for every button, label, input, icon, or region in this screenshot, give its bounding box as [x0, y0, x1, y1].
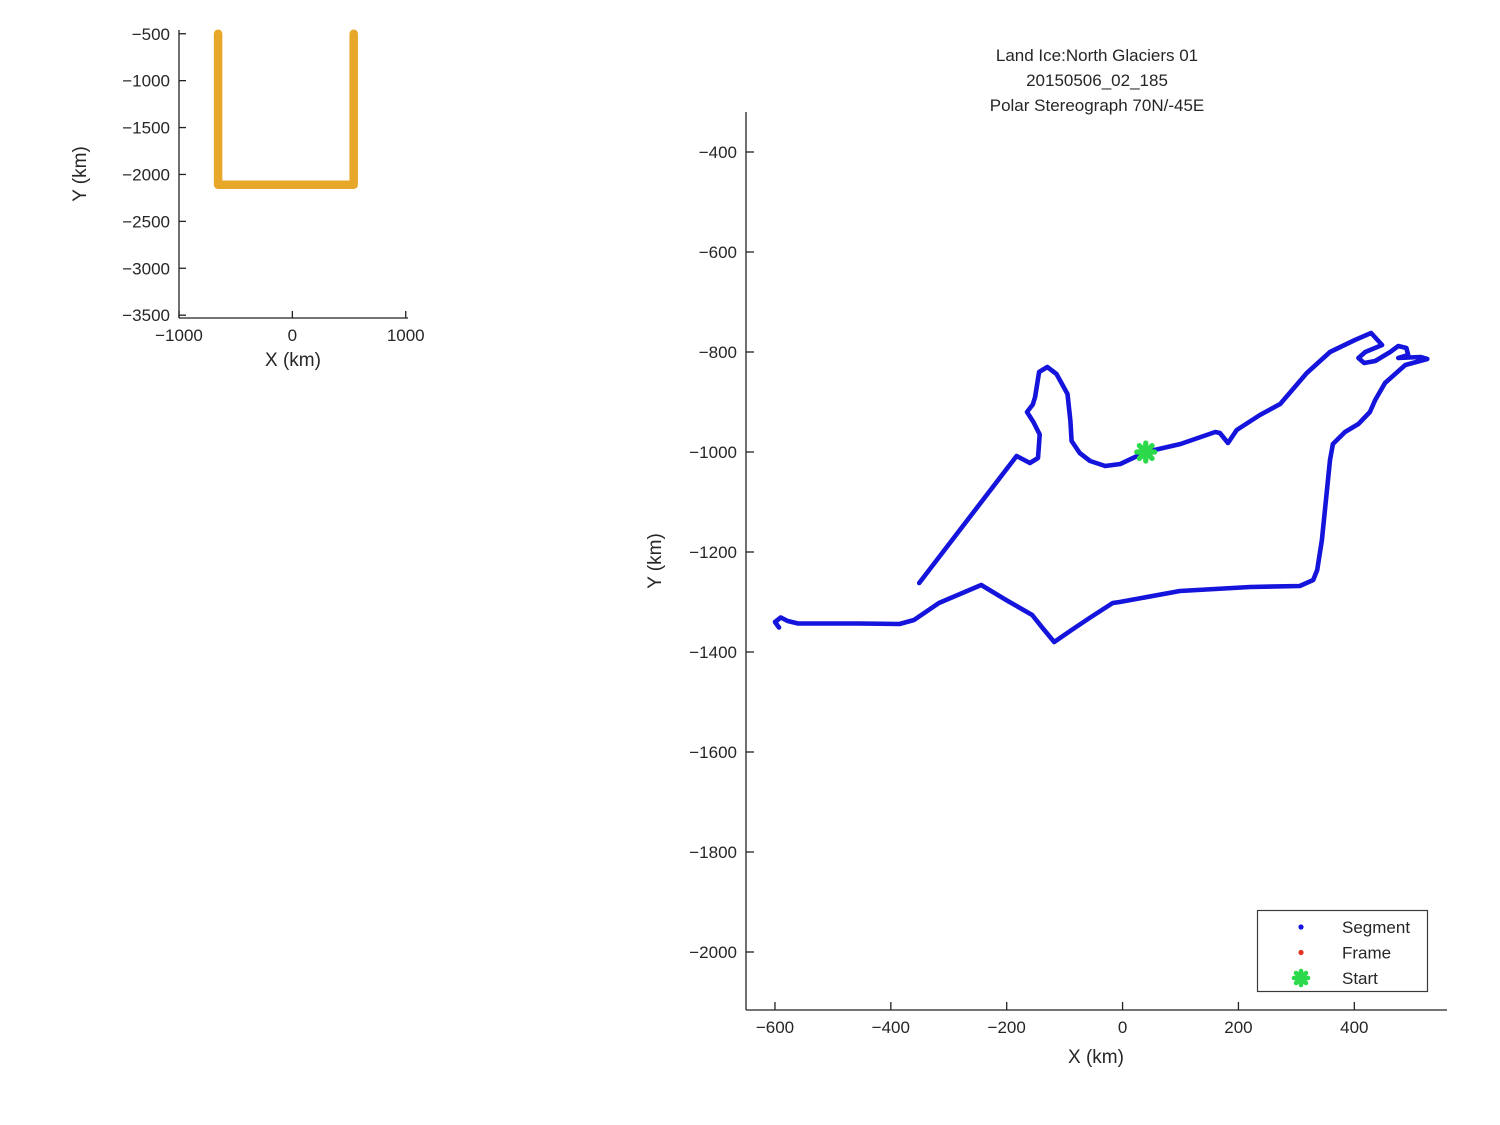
- x-tick-label: 200: [1224, 1018, 1252, 1037]
- legend-marker-segment: [1298, 924, 1304, 930]
- x-tick-label: 1000: [387, 326, 425, 345]
- y-tick-label: −2000: [689, 943, 737, 962]
- y-tick-label: −3000: [122, 259, 170, 278]
- x-tick-label: 0: [1118, 1018, 1127, 1037]
- y-tick-label: −2500: [122, 212, 170, 231]
- y-tick-label: −400: [699, 143, 737, 162]
- y-tick-label: −600: [699, 243, 737, 262]
- legend-label-segment: Segment: [1342, 918, 1410, 937]
- overview-track-planned-track: [213, 29, 358, 190]
- x-tick-label: −1000: [155, 326, 203, 345]
- y-tick-label: −3500: [122, 306, 170, 325]
- start-marker: [1134, 440, 1158, 464]
- y-axis-label: Y (km): [70, 146, 91, 202]
- legend: Segment Frame Start: [1256, 909, 1429, 993]
- y-tick-label: −800: [699, 343, 737, 362]
- legend-marker-start-arm: [1293, 970, 1309, 986]
- x-axis-label: X (km): [265, 350, 321, 371]
- overview-axes: [178, 30, 408, 319]
- legend-label-frame: Frame: [1342, 944, 1391, 963]
- x-tick-label: −600: [756, 1018, 794, 1037]
- main-track-segment: [772, 330, 1430, 645]
- y-tick-label: −500: [132, 25, 170, 44]
- overview-y-axis: −500 −1000 −1500 −2000 −2500 −3000 −3500: [122, 25, 186, 325]
- legend-label-start: Start: [1342, 969, 1378, 988]
- main-axes: [745, 112, 1447, 1011]
- y-tick-label: −2000: [122, 165, 170, 184]
- overview-plot: −1000 0 1000−500−1000−1500−2000−2500−3000−…: [70, 25, 425, 371]
- x-tick-label: 0: [288, 326, 297, 345]
- y-axis-label: Y (km): [645, 533, 666, 589]
- main-x-axis: −600 −400 −200 0 200 400: [756, 1002, 1368, 1037]
- x-tick-label: −200: [988, 1018, 1026, 1037]
- legend-marker-start: [1291, 968, 1311, 988]
- x-axis-label: X (km): [1068, 1047, 1124, 1068]
- y-tick-label: −1500: [122, 119, 170, 138]
- y-tick-label: −1000: [689, 443, 737, 462]
- x-tick-label: 400: [1340, 1018, 1368, 1037]
- overview-x-axis: −1000 0 1000: [155, 311, 425, 345]
- plot-title: Land Ice:North Glaciers 01 20150506_02_18…: [990, 46, 1205, 115]
- legend-marker-frame: [1298, 949, 1304, 956]
- y-tick-label: −1400: [689, 643, 737, 662]
- main-plot: −600 −400 −200 0 200 400−400−600−800−1000−120…: [645, 46, 1447, 1068]
- y-tick-label: −1000: [122, 72, 170, 91]
- plot-title-line: 20150506_02_185: [1026, 71, 1168, 90]
- y-tick-label: −1600: [689, 743, 737, 762]
- x-tick-label: −400: [872, 1018, 910, 1037]
- main-y-axis: −400 −600 −800 −1000 −1200 −1400 −1600 −1800 −20…: [689, 143, 754, 962]
- y-tick-label: −1800: [689, 843, 737, 862]
- legend-box: [1256, 909, 1429, 993]
- start-marker-arm: [1136, 443, 1155, 461]
- y-tick-label: −1200: [689, 543, 737, 562]
- plot-title-line: Polar Stereograph 70N/-45E: [990, 96, 1205, 115]
- plot-title-line: Land Ice:North Glaciers 01: [996, 46, 1198, 65]
